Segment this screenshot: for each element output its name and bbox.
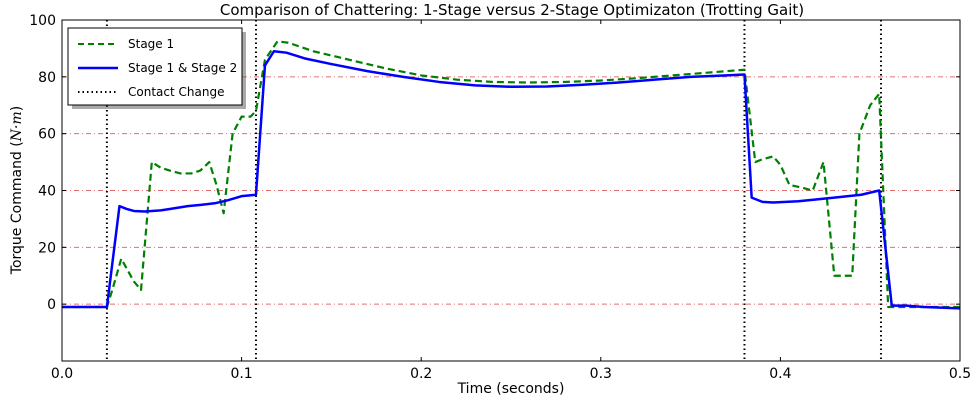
reference-lines <box>62 76 960 305</box>
legend-label-contact: Contact Change <box>128 85 224 99</box>
y-tick-label: 60 <box>38 127 56 143</box>
legend-label-stage1: Stage 1 <box>128 37 174 51</box>
series-line-stage1-and-stage2 <box>62 50 961 310</box>
chart-title: Comparison of Chattering: 1-Stage versus… <box>220 1 804 19</box>
y-tick-label: 80 <box>38 70 56 86</box>
y-axis: 0 20 40 60 80 100 <box>29 13 960 313</box>
legend: Stage 1 Stage 1 & Stage 2 Contact Change <box>67 27 246 109</box>
y-axis-label: Torque Command (N·m) <box>9 106 25 275</box>
x-axis: 0.0 0.1 0.2 0.3 0.4 0.5 <box>51 20 971 382</box>
y-tick-label: 100 <box>29 13 56 29</box>
x-tick-label: 0.1 <box>230 366 252 382</box>
x-tick-label: 0.5 <box>949 366 971 382</box>
x-tick-label: 0.2 <box>410 366 432 382</box>
x-tick-label: 0.4 <box>769 366 791 382</box>
series-line-stage1 <box>62 40 960 309</box>
x-tick-label: 0.3 <box>590 366 612 382</box>
legend-label-stage12: Stage 1 & Stage 2 <box>128 61 237 75</box>
y-tick-label: 0 <box>47 297 56 313</box>
y-tick-label: 20 <box>38 240 56 256</box>
y-tick-label: 40 <box>38 184 56 200</box>
x-tick-label: 0.0 <box>51 366 73 382</box>
x-axis-label: Time (seconds) <box>457 381 565 397</box>
series-layer <box>62 20 961 361</box>
